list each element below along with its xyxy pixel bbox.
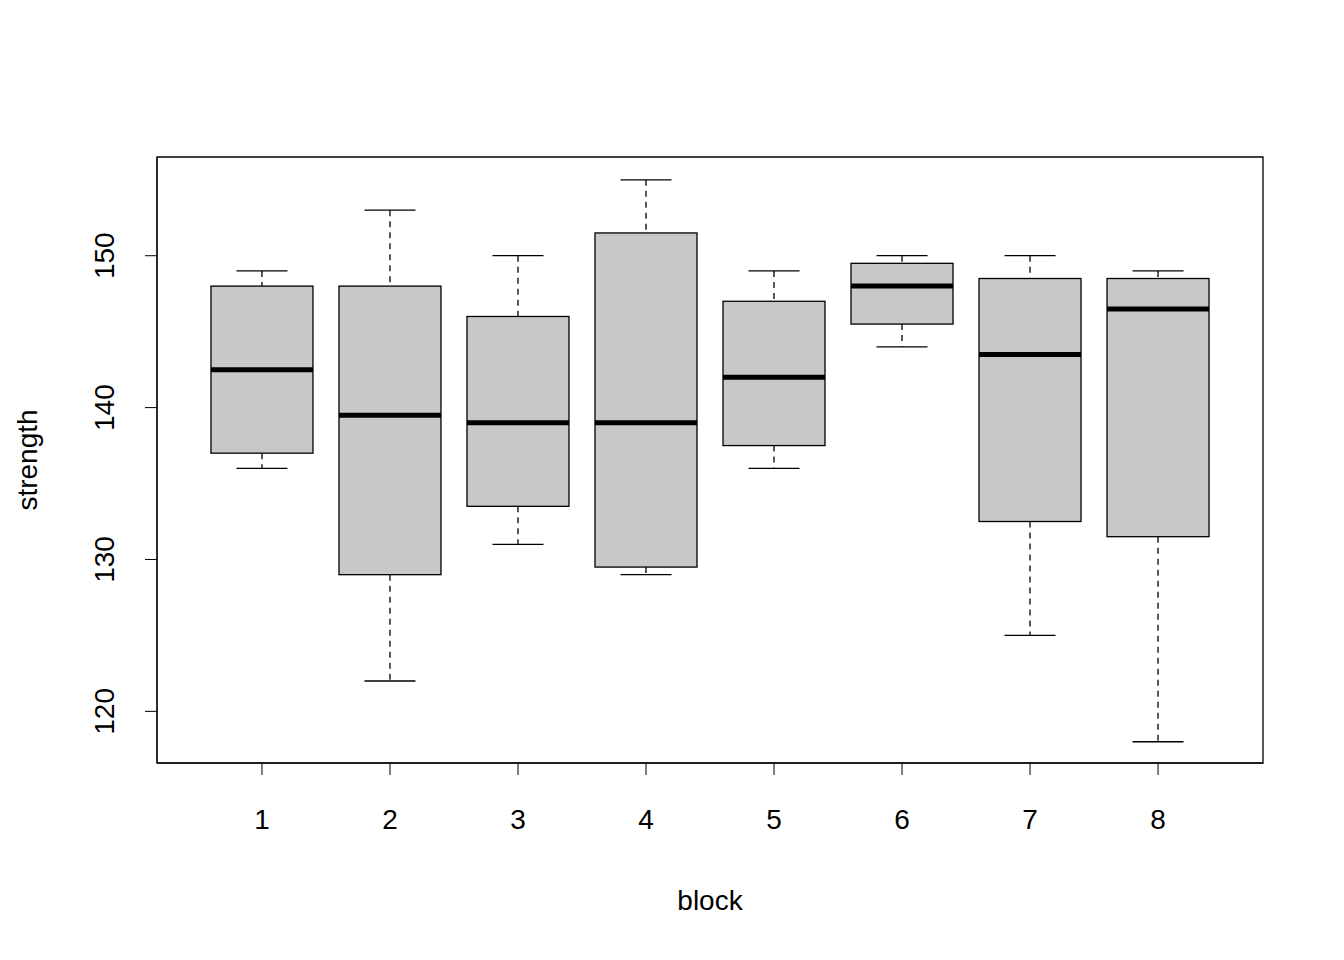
svg-text:5: 5 [766, 804, 782, 835]
svg-text:strength: strength [12, 409, 43, 510]
svg-text:4: 4 [638, 804, 654, 835]
svg-text:block: block [677, 885, 743, 916]
svg-text:1: 1 [254, 804, 270, 835]
svg-text:130: 130 [90, 536, 121, 583]
svg-text:2: 2 [382, 804, 398, 835]
svg-text:8: 8 [1150, 804, 1166, 835]
svg-text:7: 7 [1022, 804, 1038, 835]
svg-text:140: 140 [90, 384, 121, 431]
svg-text:3: 3 [510, 804, 526, 835]
svg-text:150: 150 [90, 232, 121, 279]
svg-text:6: 6 [894, 804, 910, 835]
svg-text:120: 120 [90, 688, 121, 735]
